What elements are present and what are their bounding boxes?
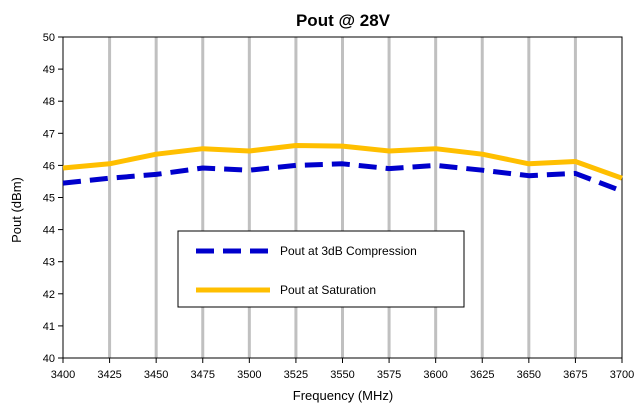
x-tick-label: 3475 [191,369,215,381]
y-tick-label: 47 [43,128,55,140]
legend-box [177,230,465,308]
series-line-compression [62,161,623,194]
x-tick-label: 3675 [563,369,587,381]
x-tick-label: 3400 [51,369,75,381]
legend-label-saturation: Pout at Saturation [280,283,376,297]
x-tick-label: 3550 [330,369,354,381]
y-axis-ticks: 40 41 42 43 44 45 46 47 48 49 50 [43,32,63,365]
y-tick-label: 41 [43,321,55,333]
x-axis-label: Frequency (MHz) [293,388,393,403]
series-line-saturation [62,143,623,181]
x-tick-label: 3575 [377,369,401,381]
y-tick-label: 49 [43,64,55,76]
x-tick-label: 3625 [470,369,494,381]
x-tick-label: 3650 [517,369,541,381]
x-tick-label: 3500 [237,369,261,381]
y-axis-label: Pout (dBm) [9,177,24,243]
y-tick-label: 50 [43,32,55,44]
series-lines [62,143,623,194]
chart-title: Pout @ 28V [296,11,391,30]
grid-lines [108,37,577,358]
x-axis-ticks: 3400 3425 3450 3475 3500 3525 3550 3575 3600 3625… [51,358,634,381]
x-tick-label: 3700 [610,369,634,381]
x-tick-label: 3450 [144,369,168,381]
x-tick-label: 3425 [97,369,121,381]
legend: Pout at 3dB Compression Pout at Saturati… [177,230,465,308]
y-tick-label: 40 [43,353,55,365]
y-tick-label: 43 [43,257,55,269]
legend-label-compression: Pout at 3dB Compression [280,244,417,258]
y-tick-label: 42 [43,289,55,301]
y-tick-label: 45 [43,193,55,205]
y-tick-label: 46 [43,160,55,172]
y-tick-label: 44 [43,225,55,237]
x-tick-label: 3600 [423,369,447,381]
y-tick-label: 48 [43,96,55,108]
x-tick-label: 3525 [284,369,308,381]
